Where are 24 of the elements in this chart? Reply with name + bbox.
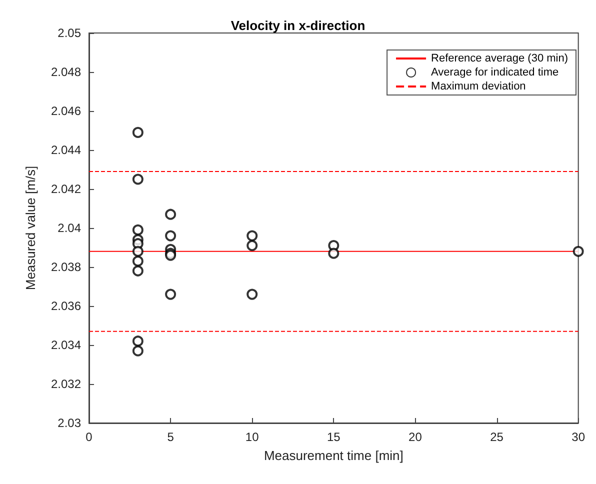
y-axis-title: Measured value [m/s] [23,166,38,290]
y-tick-label: 2.042 [50,182,82,196]
y-tick-label: 2.036 [50,299,82,313]
y-tick-label: 2.046 [50,104,82,118]
x-tick-label: 10 [245,430,260,444]
x-axis-title: Measurement time [min] [264,448,404,463]
x-tick-label: 0 [86,430,93,444]
chart-title: Velocity in x-direction [230,18,366,33]
x-tick-label: 25 [490,430,504,444]
x-tick-label: 30 [572,430,586,444]
legend-label: Average for indicated time [431,66,559,78]
x-tick-label: 5 [167,430,174,444]
x-tick-label: 20 [408,430,422,444]
y-tick-label: 2.038 [50,260,82,274]
y-tick-label: 2.034 [50,338,82,352]
y-tick-label: 2.032 [50,377,82,391]
legend-label: Reference average (30 min) [431,52,568,64]
y-tick-label: 2.044 [50,143,82,157]
x-tick-label: 15 [326,430,341,444]
y-tick-label: 2.05 [58,26,82,40]
legend-label: Maximum deviation [431,80,526,92]
y-tick-label: 2.03 [58,416,82,430]
y-tick-label: 2.04 [58,221,82,235]
y-tick-label: 2.048 [50,65,82,79]
